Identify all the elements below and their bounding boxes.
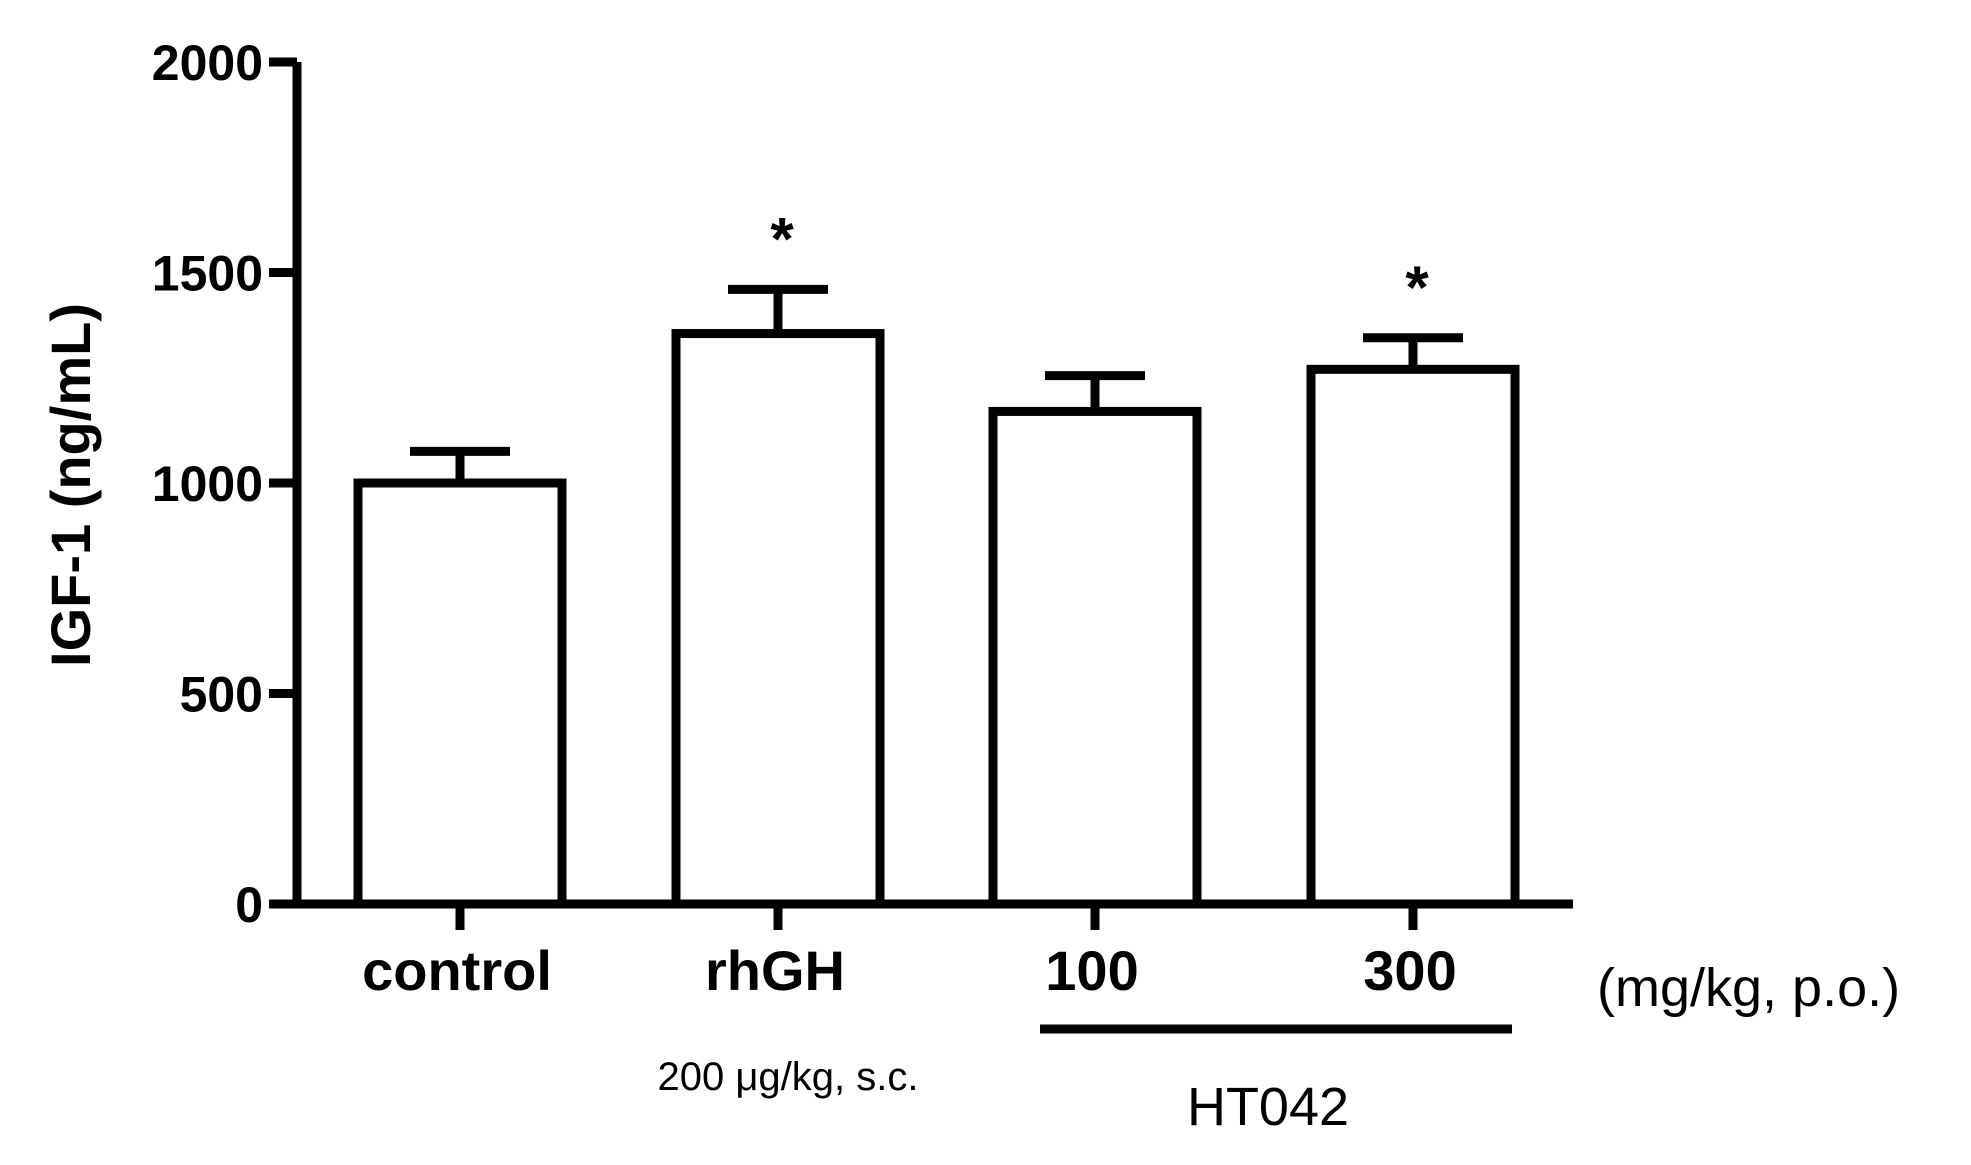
- bar-300: [1306, 364, 1520, 909]
- labels: IGF-1 (ng/mL) (mg/kg, p.o.) 200 μg/kg, s…: [39, 303, 1900, 1137]
- y-tick-label: 500: [180, 667, 263, 723]
- x-tick-label: 300: [1363, 939, 1456, 1002]
- ht042-group-label: HT042: [1187, 1077, 1349, 1137]
- y-tick-label: 1000: [152, 456, 263, 512]
- x-tick-label: rhGH: [705, 939, 845, 1002]
- bars: **: [353, 205, 1520, 909]
- bar-rhGH: [671, 329, 885, 909]
- bar-100: [988, 406, 1202, 909]
- y-tick-label: 0: [235, 877, 263, 933]
- significance-marker: *: [1405, 254, 1429, 321]
- axes: 0 500 1000 1500 2000 control rhGH 100 300: [152, 35, 1573, 1002]
- significance-marker: *: [770, 205, 794, 272]
- y-tick-label: 2000: [152, 35, 263, 91]
- x-tick-label: control: [362, 939, 552, 1002]
- y-axis-title: IGF-1 (ng/mL): [39, 303, 102, 667]
- y-tick-label: 1500: [152, 246, 263, 302]
- rhgh-dose-label: 200 μg/kg, s.c.: [658, 1055, 919, 1099]
- x-tick-label: 100: [1045, 939, 1138, 1002]
- dose-unit-label: (mg/kg, p.o.): [1597, 958, 1900, 1018]
- bar-control: [353, 478, 567, 909]
